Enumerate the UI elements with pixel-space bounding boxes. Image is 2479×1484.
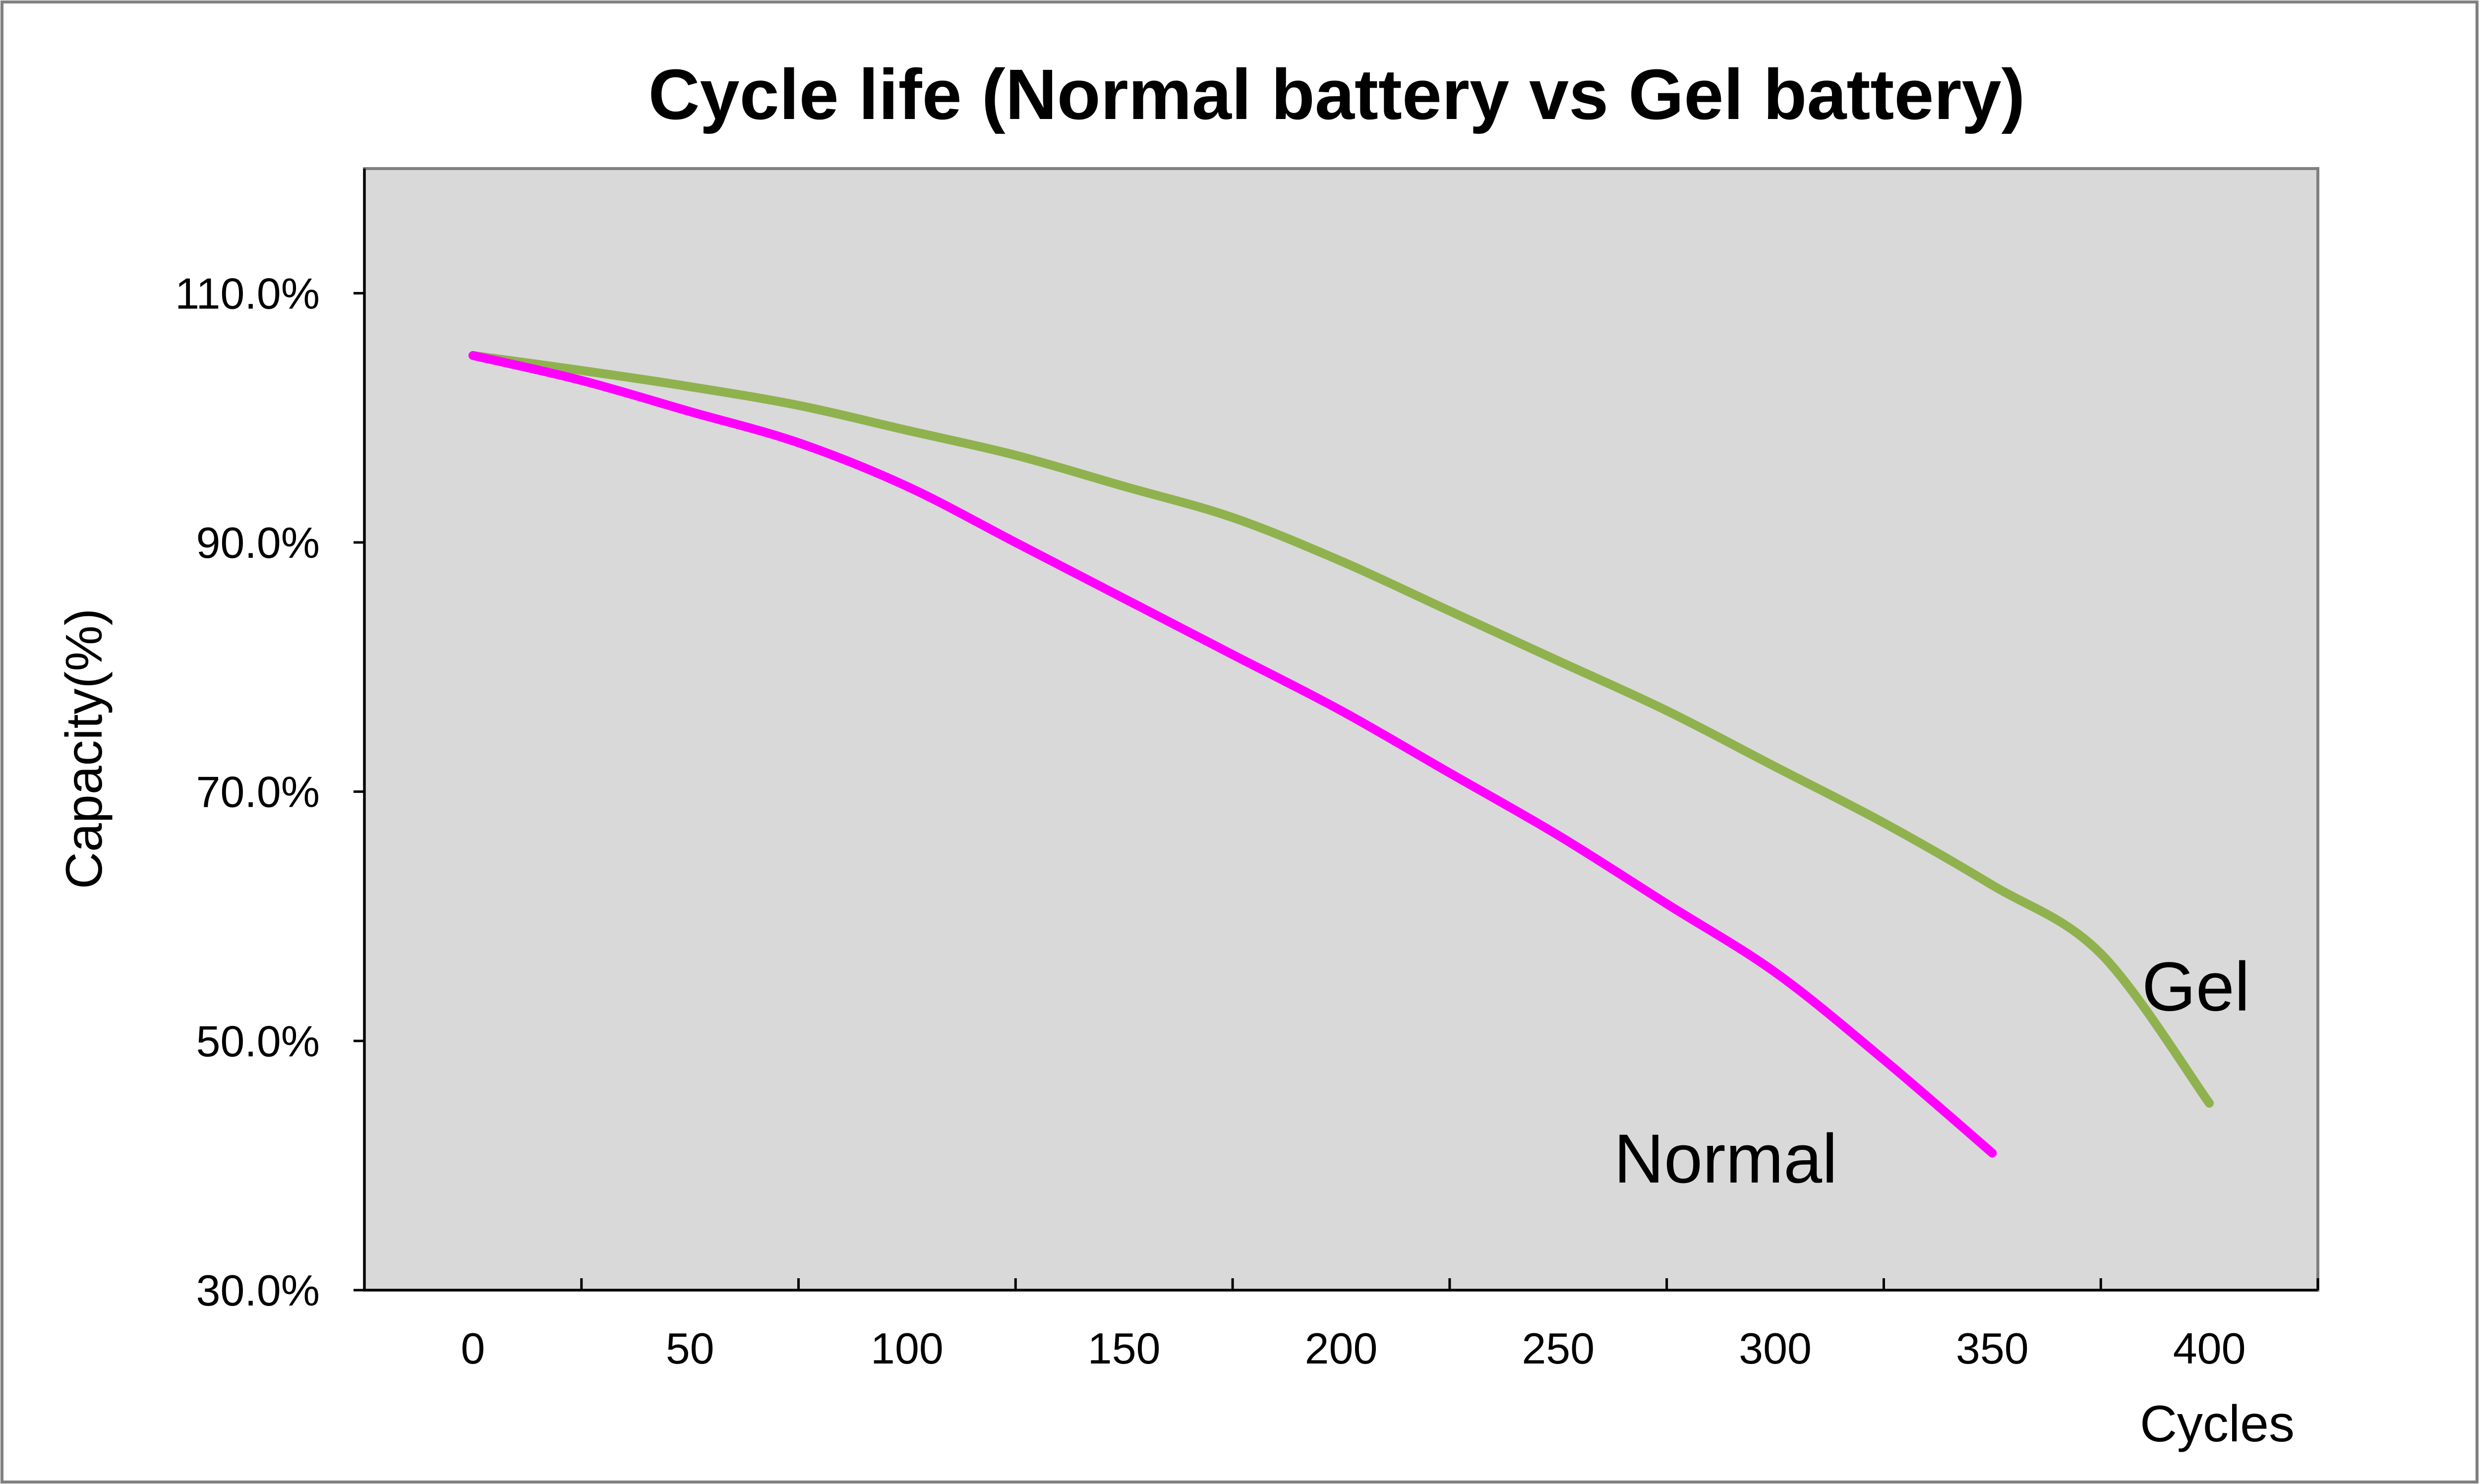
x-tick-label: 100: [871, 1324, 944, 1373]
x-axis-ticks: 0 50 100 150 200 250 300 350 400: [363, 1278, 2319, 1373]
y-tick-label: 50.0%: [196, 1016, 320, 1066]
x-tick-label: 200: [1305, 1324, 1378, 1373]
y-tick-label: 30.0%: [196, 1266, 320, 1315]
x-tick-label: 400: [2173, 1324, 2246, 1373]
series-label-gel: Gel: [2142, 948, 2250, 1025]
chart-title: Cycle life (Normal battery vs Gel batter…: [649, 55, 2025, 134]
x-tick-label: 350: [1956, 1324, 2029, 1373]
y-axis-ticks: 30.0% 50.0% 70.0% 90.0% 110.0%: [175, 269, 364, 1315]
y-tick-label: 90.0%: [196, 518, 320, 567]
series-line-gel: [468, 351, 2214, 1108]
x-tick-label: 250: [1522, 1324, 1594, 1373]
series-label-normal: Normal: [1614, 1120, 1837, 1197]
y-tick-label: 110.0%: [175, 269, 320, 318]
x-tick-label: 300: [1739, 1324, 1812, 1373]
y-axis-label: Capacity(%): [56, 608, 113, 889]
x-tick-label: 150: [1088, 1324, 1161, 1373]
x-tick-label: 0: [461, 1324, 485, 1373]
y-tick-label: 70.0%: [196, 768, 320, 817]
series-layer: [468, 351, 2214, 1158]
plot-area: [363, 167, 2319, 1292]
x-axis-label: Cycles: [2140, 1395, 2295, 1453]
series-line-normal: [468, 351, 1997, 1158]
x-tick-label: 50: [666, 1324, 714, 1373]
